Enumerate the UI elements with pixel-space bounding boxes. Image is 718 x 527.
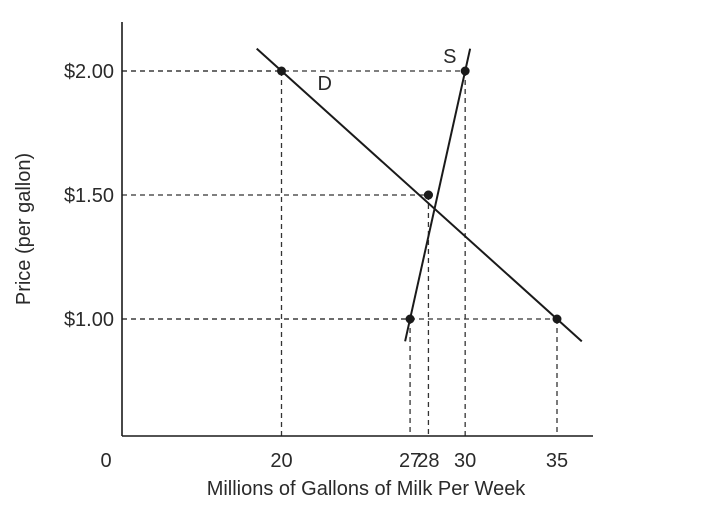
y-tick-label: $1.50 (64, 185, 114, 207)
s-point (460, 66, 470, 76)
x-tick-label: 30 (454, 450, 476, 472)
curves: DS (256, 46, 583, 343)
x-axis-label: Millions of Gallons of Milk Per Week (207, 478, 527, 500)
origin-label: 0 (100, 450, 111, 472)
x-tick-label: 27 (399, 450, 421, 472)
axes (121, 22, 593, 437)
s-curve-label: S (443, 46, 456, 68)
s-point (423, 190, 433, 200)
d-point (277, 66, 286, 76)
x-tick-label: 20 (270, 450, 292, 472)
data-points (277, 66, 562, 324)
y-tick-label: $1.00 (64, 309, 114, 331)
d-curve-label: D (318, 73, 332, 95)
x-tick-label: 28 (417, 450, 439, 472)
y-tick-label: $2.00 (64, 61, 114, 83)
s-curve (404, 48, 472, 342)
guide-lines (122, 70, 558, 436)
y-axis-label: Price (per gallon) (13, 153, 35, 305)
x-tick-label: 35 (546, 450, 568, 472)
d-curve (256, 47, 583, 343)
d-point (552, 314, 562, 324)
s-point (405, 314, 415, 324)
